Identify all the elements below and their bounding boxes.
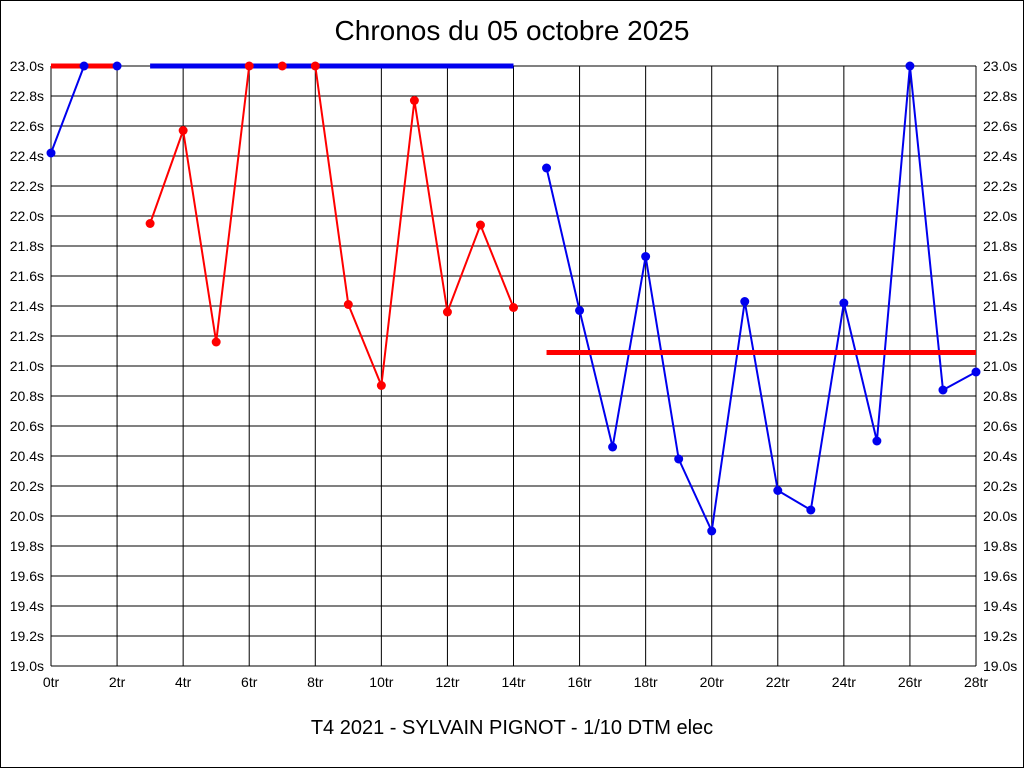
- y-tick-label: 21.0s: [10, 358, 44, 374]
- x-tick-label: 18tr: [634, 674, 658, 690]
- x-tick-label: 12tr: [435, 674, 459, 690]
- x-tick-label: 24tr: [832, 674, 856, 690]
- data-point-marker: [674, 454, 684, 464]
- y-tick-label: 21.8s: [983, 238, 1017, 254]
- x-tick-label: 16tr: [568, 674, 592, 690]
- data-point-marker: [46, 148, 56, 158]
- y-tick-label: 20.4s: [10, 448, 44, 464]
- y-tick-label: 20.4s: [983, 448, 1017, 464]
- x-tick-label: 22tr: [766, 674, 790, 690]
- series-red-run-markers: [145, 61, 518, 390]
- data-point-marker: [773, 486, 783, 495]
- x-tick-label: 8tr: [307, 674, 324, 690]
- data-point-marker: [641, 252, 651, 261]
- y-tick-label: 21.8s: [10, 238, 44, 254]
- data-point-marker: [475, 220, 485, 230]
- y-tick-label: 23.0s: [10, 58, 44, 74]
- data-point-marker: [376, 381, 386, 390]
- data-point-marker: [971, 367, 981, 377]
- y-tick-label: 20.0s: [10, 508, 44, 524]
- x-tick-label: 0tr: [43, 674, 60, 690]
- y-tick-label: 22.4s: [983, 148, 1017, 164]
- y-tick-label: 19.8s: [983, 538, 1017, 554]
- x-tick-label: 28tr: [964, 674, 988, 690]
- x-tick-label: 10tr: [369, 674, 393, 690]
- series-red-run-lines: [149, 65, 515, 386]
- y-tick-label: 20.2s: [983, 478, 1017, 494]
- y-tick-label: 22.2s: [10, 178, 44, 194]
- y-tick-label: 20.6s: [983, 418, 1017, 434]
- y-tick-label: 19.4s: [10, 598, 44, 614]
- x-tick-label: 2tr: [109, 674, 126, 690]
- y-tick-label: 20.2s: [10, 478, 44, 494]
- data-point-marker: [905, 61, 915, 71]
- data-point-marker: [575, 306, 585, 315]
- data-point-marker: [79, 61, 89, 71]
- y-tick-label: 21.0s: [983, 358, 1017, 374]
- x-tick-label: 6tr: [241, 674, 258, 690]
- y-tick-label: 21.2s: [983, 328, 1017, 344]
- y-tick-label: 23.0s: [983, 58, 1017, 74]
- y-tick-label: 20.6s: [10, 418, 44, 434]
- data-point-marker: [310, 61, 320, 71]
- data-point-marker: [211, 337, 221, 347]
- data-point-marker: [542, 163, 552, 173]
- y-tick-label: 19.6s: [10, 568, 44, 584]
- x-tick-label: 4tr: [175, 674, 192, 690]
- y-tick-label: 22.0s: [983, 208, 1017, 224]
- data-point-marker: [409, 96, 419, 105]
- data-point-marker: [872, 436, 882, 446]
- y-tick-label: 22.6s: [10, 118, 44, 134]
- y-tick-label: 21.6s: [10, 268, 44, 284]
- y-tick-label: 21.4s: [10, 298, 44, 314]
- data-point-marker: [740, 297, 750, 306]
- y-tick-label: 22.4s: [10, 148, 44, 164]
- data-point-marker: [509, 303, 518, 312]
- y-tick-label: 19.6s: [983, 568, 1017, 584]
- series-blue-run-markers: [46, 61, 981, 536]
- y-tick-label: 19.2s: [10, 628, 44, 644]
- y-axis-labels-left: 23.0s 22.8s 22.6s 22.4s 22.2s 22.0s 21.8s 21.6s…: [10, 58, 44, 674]
- data-point-marker: [608, 442, 618, 452]
- y-tick-label: 22.0s: [10, 208, 44, 224]
- y-tick-label: 19.0s: [983, 658, 1017, 674]
- data-point-marker: [145, 219, 155, 228]
- y-axis-labels-right: 23.0s 22.8s 22.6s 22.4s 22.2s 22.0s 21.8s 21.6s…: [983, 58, 1017, 674]
- data-point-marker: [343, 300, 353, 309]
- y-tick-label: 21.2s: [10, 328, 44, 344]
- data-point-marker: [244, 61, 254, 71]
- data-point-marker: [112, 61, 122, 71]
- y-tick-label: 22.6s: [983, 118, 1017, 134]
- data-point-marker: [938, 385, 948, 395]
- grid-layer: [50, 65, 977, 667]
- y-tick-label: 21.6s: [983, 268, 1017, 284]
- data-point-marker: [277, 61, 287, 71]
- y-tick-label: 20.8s: [983, 388, 1017, 404]
- y-tick-label: 22.8s: [10, 88, 44, 104]
- x-tick-label: 26tr: [898, 674, 922, 690]
- y-tick-label: 19.4s: [983, 598, 1017, 614]
- x-axis-labels: 0tr 2tr 4tr 6tr 8tr 10tr 12tr 14tr 16tr 18tr 20tr 2…: [43, 674, 989, 690]
- y-tick-label: 22.2s: [983, 178, 1017, 194]
- y-tick-label: 22.8s: [983, 88, 1017, 104]
- x-tick-label: 20tr: [700, 674, 724, 690]
- data-point-marker: [707, 526, 717, 536]
- chart-caption: T4 2021 - SYLVAIN PIGNOT - 1/10 DTM elec: [310, 717, 714, 739]
- data-point-marker: [178, 126, 188, 135]
- y-tick-label: 20.8s: [10, 388, 44, 404]
- x-tick-label: 14tr: [501, 674, 525, 690]
- y-tick-label: 19.2s: [983, 628, 1017, 644]
- y-tick-label: 21.4s: [983, 298, 1017, 314]
- y-tick-label: 20.0s: [983, 508, 1017, 524]
- y-tick-label: 19.8s: [10, 538, 44, 554]
- data-point-marker: [806, 505, 816, 515]
- y-tick-label: 19.0s: [10, 658, 44, 674]
- data-point-marker: [839, 298, 849, 308]
- chart-title: Chronos du 05 octobre 2025: [334, 15, 690, 46]
- data-point-marker: [442, 307, 452, 317]
